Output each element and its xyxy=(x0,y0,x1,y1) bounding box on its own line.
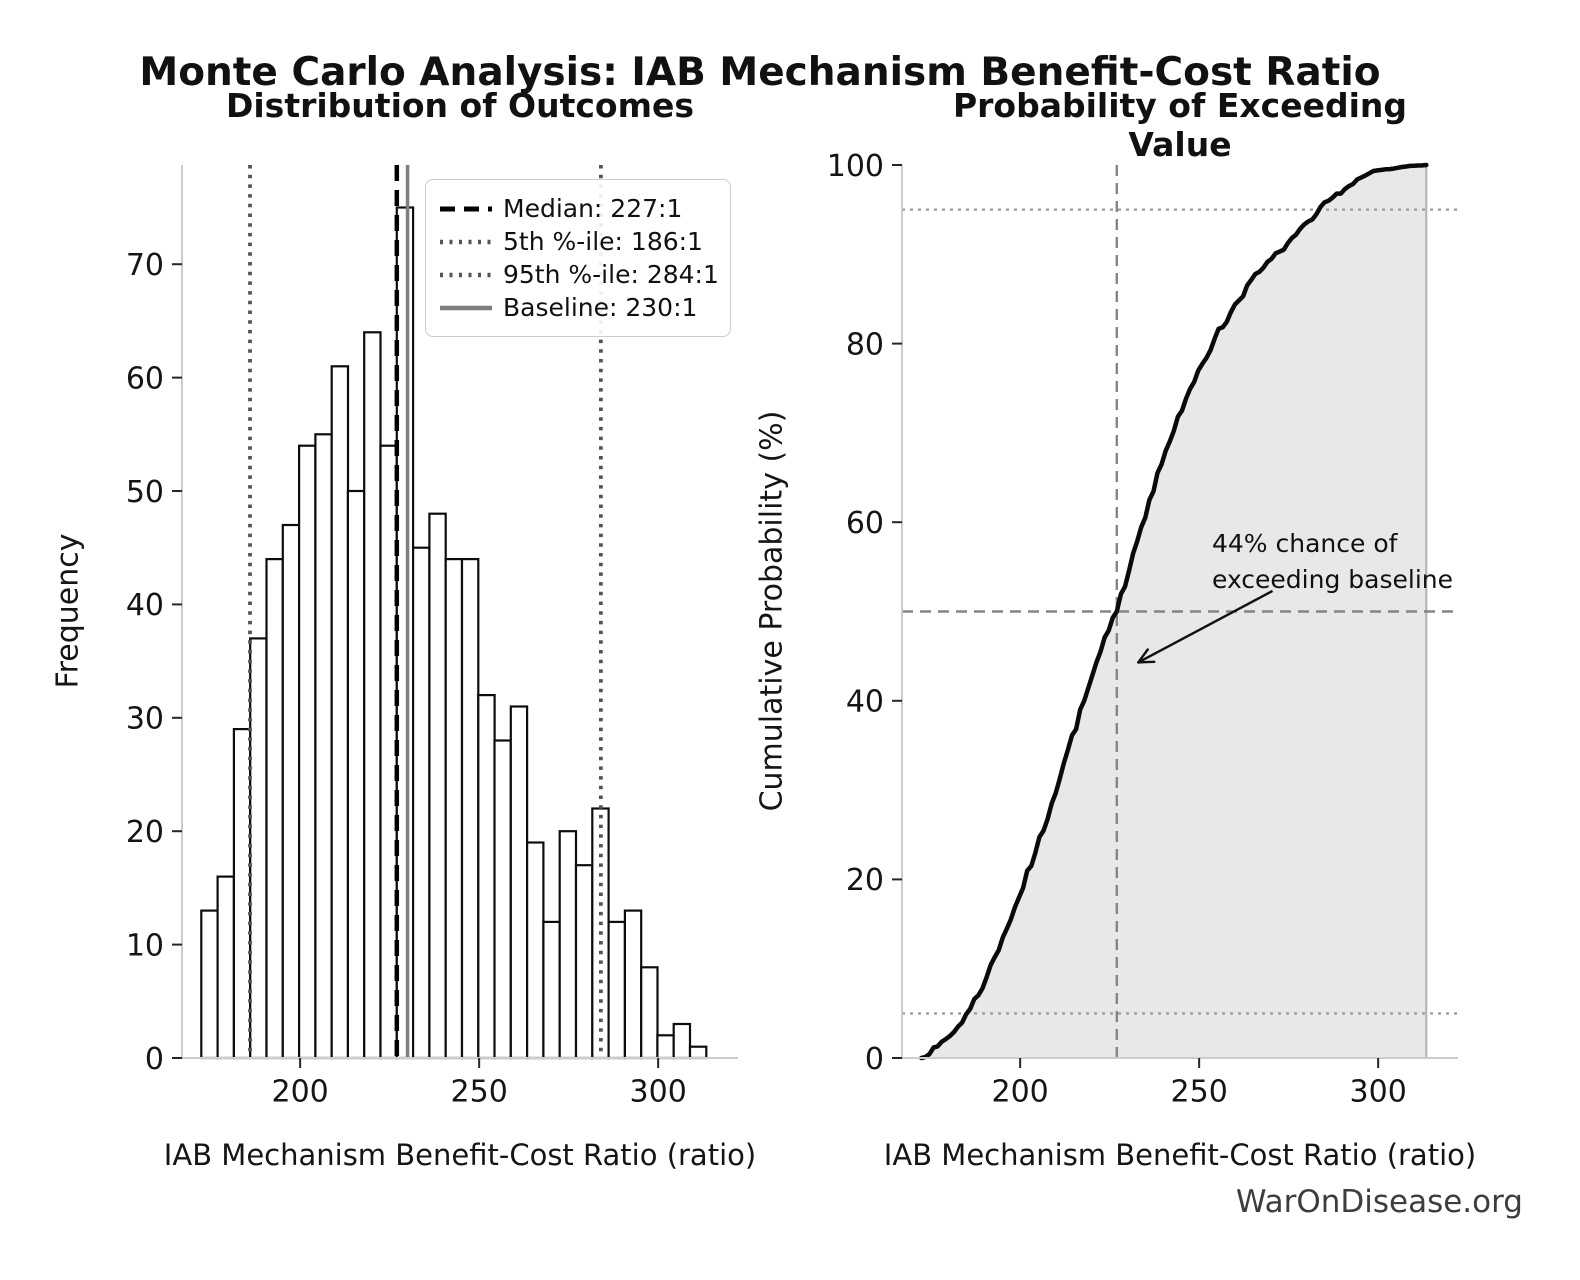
cdf-title: Probability of Exceeding Value xyxy=(952,86,1408,164)
histogram-bar xyxy=(216,875,236,1060)
y-tick-label: 70 xyxy=(126,248,164,283)
x-tick-label: 300 xyxy=(630,1075,687,1110)
histogram-bar xyxy=(314,433,333,1060)
histogram-bar xyxy=(542,920,561,1060)
x-tick-label: 250 xyxy=(451,1075,508,1110)
dashed-line-icon xyxy=(440,206,492,211)
histogram-bar xyxy=(525,841,545,1060)
histogram-axes: 200 250 300 0 10 20 30 40 50 60 70 xyxy=(126,165,738,1110)
legend: Median: 227:1 5th %-ile: 186:1 95th %-il… xyxy=(425,179,731,337)
histogram-bar xyxy=(232,727,252,1060)
histogram-bar xyxy=(623,909,643,1060)
cdf-axes: 200 250 300 0 20 40 60 80 100 xyxy=(827,149,1458,1110)
histogram-bar xyxy=(379,444,398,1060)
y-tick-label: 20 xyxy=(846,863,884,898)
legend-label-p95: 95th %-ile: 284:1 xyxy=(503,260,719,289)
y-tick-label: 100 xyxy=(827,149,884,184)
x-tick-label: 200 xyxy=(992,1075,1049,1110)
cdf-plot xyxy=(902,162,1458,1061)
cdf-curve xyxy=(919,162,1429,1061)
y-tick-label: 10 xyxy=(126,928,164,963)
cdf-ylabel: Cumulative Probability (%) xyxy=(754,410,790,812)
y-tick-label: 0 xyxy=(145,1042,164,1077)
histogram-bar xyxy=(395,206,415,1060)
y-tick-label: 0 xyxy=(865,1042,884,1077)
legend-item-p5: 5th %-ile: 186:1 xyxy=(440,225,716,258)
histogram-bar xyxy=(640,966,659,1060)
histogram-bar xyxy=(688,1045,708,1060)
legend-item-baseline: Baseline: 230:1 xyxy=(440,291,716,324)
dotted-line-icon xyxy=(440,239,492,244)
histogram-bar xyxy=(574,864,594,1060)
y-tick-label: 40 xyxy=(126,588,164,623)
histogram-bar xyxy=(493,739,512,1060)
legend-item-median: Median: 227:1 xyxy=(440,192,716,225)
solid-line-icon xyxy=(440,305,492,310)
legend-item-p95: 95th %-ile: 284:1 xyxy=(440,258,719,291)
histogram-bar xyxy=(265,557,284,1060)
cdf-xlabel: IAB Mechanism Benefit-Cost Ratio (ratio) xyxy=(883,1138,1477,1172)
annotation-line-1: 44% chance of xyxy=(1212,529,1398,558)
dotted-line-icon xyxy=(440,272,492,277)
y-tick-label: 80 xyxy=(846,327,884,362)
histogram-bar xyxy=(460,557,480,1060)
y-tick-label: 40 xyxy=(846,685,884,720)
histogram-bar xyxy=(428,512,447,1060)
histogram-bar xyxy=(330,365,350,1060)
annotation-line-2: exceeding baseline xyxy=(1212,565,1453,594)
histogram-bar xyxy=(298,444,317,1060)
histogram-bar xyxy=(444,557,464,1060)
histogram-xlabel: IAB Mechanism Benefit-Cost Ratio (ratio) xyxy=(163,1138,757,1172)
histogram-bar xyxy=(412,546,431,1060)
histogram-bar xyxy=(200,909,219,1060)
histogram-bar xyxy=(509,705,529,1060)
legend-label-baseline: Baseline: 230:1 xyxy=(503,293,698,322)
x-tick-label: 200 xyxy=(272,1075,329,1110)
histogram-bar xyxy=(477,693,496,1060)
figure-title: Monte Carlo Analysis: IAB Mechanism Bene… xyxy=(139,50,1381,95)
annotation-arrow xyxy=(1137,589,1274,664)
histogram-bar xyxy=(607,920,626,1060)
histogram-title: Distribution of Outcomes xyxy=(225,86,695,125)
histogram-bar xyxy=(672,1022,692,1060)
x-tick-label: 250 xyxy=(1171,1075,1228,1110)
x-tick-label: 300 xyxy=(1350,1075,1407,1110)
y-tick-label: 30 xyxy=(126,702,164,737)
annotation-text: 44% chance of exceeding baseline xyxy=(1212,526,1453,598)
y-tick-label: 60 xyxy=(126,361,164,396)
histogram-ylabel: Frequency xyxy=(50,533,86,689)
legend-label-median: Median: 227:1 xyxy=(503,194,683,223)
watermark: WarOnDisease.org xyxy=(1235,1184,1523,1220)
histogram-bar xyxy=(558,830,578,1060)
legend-label-p5: 5th %-ile: 186:1 xyxy=(503,227,703,256)
y-tick-label: 50 xyxy=(126,475,164,510)
histogram-bar xyxy=(281,523,301,1060)
histogram-bar xyxy=(656,1034,675,1060)
histogram-bar xyxy=(346,489,366,1060)
y-tick-label: 60 xyxy=(846,506,884,541)
histogram-bar xyxy=(249,637,268,1060)
histogram-bar xyxy=(363,331,382,1060)
y-tick-label: 20 xyxy=(126,815,164,850)
